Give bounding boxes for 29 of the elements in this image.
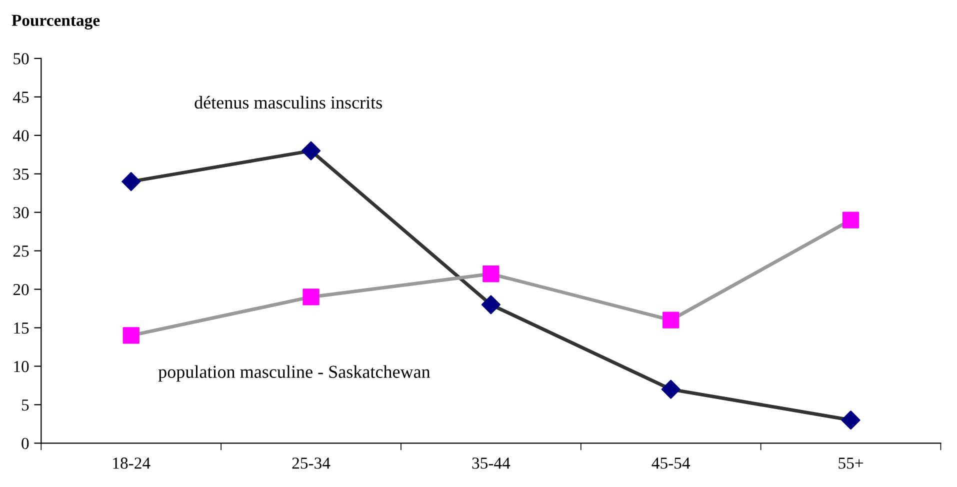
- point: [481, 295, 500, 314]
- y-tick-label: 30: [13, 207, 29, 218]
- x-tick-label: 25-34: [292, 458, 330, 469]
- point: [842, 212, 860, 228]
- text: détenus masculins inscrits: [194, 96, 382, 109]
- y-tick-label: 50: [14, 53, 29, 64]
- series-label: population masculine - Saskatchewan: [158, 365, 430, 382]
- point: [122, 172, 141, 192]
- y-tick-label: 20: [13, 284, 29, 296]
- x-tick-label: 55+: [838, 458, 863, 469]
- y-tick-label: 45: [13, 92, 29, 103]
- y-tick-label: 15: [14, 322, 29, 334]
- x-tick-label: 35-44: [472, 458, 510, 469]
- y-tick-label: 40: [13, 130, 29, 142]
- x-tick-label: 45-54: [652, 458, 690, 469]
- y-tick-label: 0: [22, 438, 29, 450]
- y-tick-label: 35: [13, 168, 29, 180]
- point: [662, 312, 680, 328]
- x-tick-label: 18-24: [113, 458, 150, 469]
- y-axis-title: Pourcentage: [12, 14, 100, 30]
- point: [661, 380, 680, 399]
- point: [482, 266, 500, 282]
- point: [302, 288, 320, 306]
- y-tick-label: 10: [14, 360, 29, 372]
- y-tick-label: 5: [22, 400, 29, 411]
- point: [301, 141, 321, 160]
- point: [841, 410, 860, 430]
- point: [122, 327, 140, 344]
- y-tick-label: 25: [13, 246, 29, 257]
